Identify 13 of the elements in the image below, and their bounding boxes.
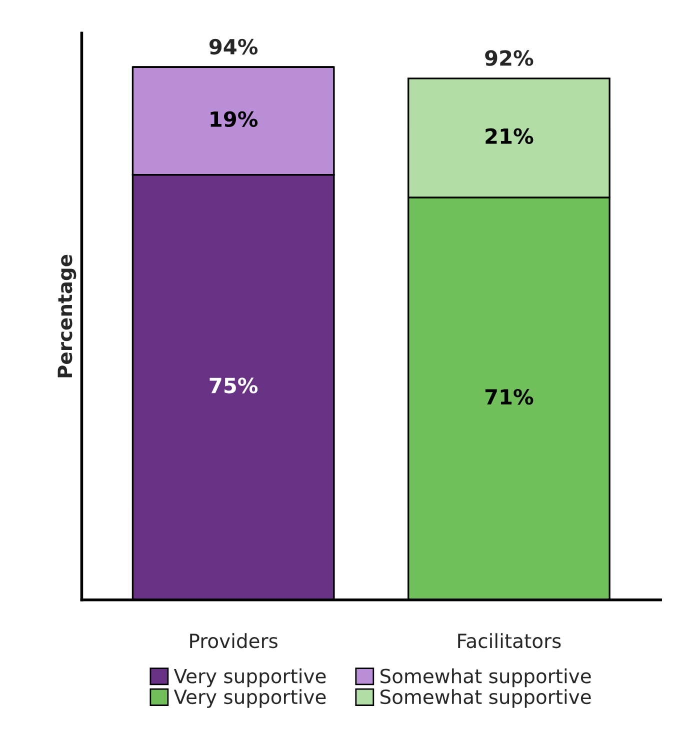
legend-label: Very supportive xyxy=(174,689,326,708)
legend-label: Somewhat supportive xyxy=(380,668,591,688)
legend-label: Very supportive xyxy=(174,668,326,688)
total-label: 92% xyxy=(485,50,534,66)
data-label: 71% xyxy=(485,388,534,405)
legend-label: Somewhat supportive xyxy=(380,689,591,708)
data-label: 75% xyxy=(210,378,258,394)
data-label: 19% xyxy=(210,111,258,128)
data-label: 21% xyxy=(486,128,534,144)
total-label: 94% xyxy=(209,38,258,55)
x-tick-label: Providers xyxy=(190,633,278,648)
x-tick-label: Facilitators xyxy=(458,633,561,648)
y-axis-title: Percentage xyxy=(58,254,76,378)
